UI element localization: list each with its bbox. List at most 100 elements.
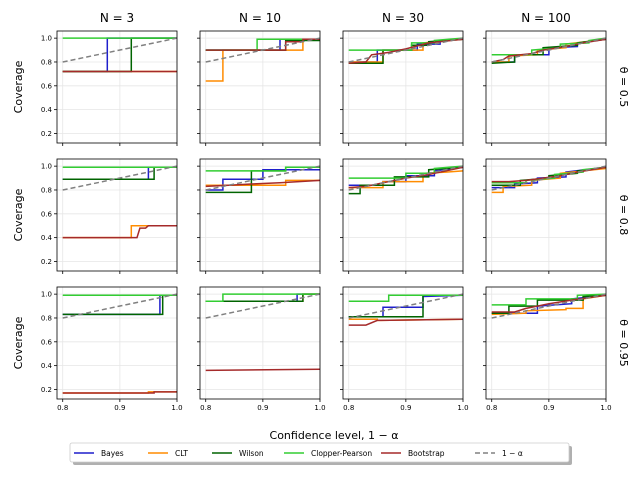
axes-frame (342, 158, 464, 272)
legend-label: Bootstrap (408, 449, 445, 458)
series-line-bootstrap (491, 166, 607, 183)
panel-r0-c0: 0.2 0.4 0.6 0.8 1.0 Coverage N = 3 (12, 11, 178, 146)
y-tick-label: 0.8 (41, 314, 52, 322)
y-tick-label: 0.4 (41, 234, 53, 242)
x-tick-label: 0.8 (486, 404, 497, 412)
x-tick-label: 0.8 (57, 404, 68, 412)
column-title: N = 3 (100, 11, 134, 25)
series-line-clt (348, 170, 464, 189)
axes-frame (485, 286, 607, 400)
row-label: θ = 0.5 (617, 67, 630, 107)
axes-frame (199, 286, 321, 400)
axes-frame (199, 158, 321, 272)
x-tick-label: 0.8 (200, 404, 211, 412)
series-line-- (491, 293, 607, 319)
panel-r0-c3: N = 100 θ = 0.5 (483, 11, 630, 146)
x-tick-label: 0.9 (400, 404, 411, 412)
legend-label: Wilson (239, 449, 264, 458)
axes-frame (56, 286, 178, 400)
series-line-- (62, 165, 178, 191)
column-title: N = 100 (521, 11, 571, 25)
series-line-- (348, 293, 464, 319)
y-tick-label: 0.4 (41, 362, 53, 370)
axes-frame (485, 30, 607, 144)
series-line-bootstrap (348, 318, 464, 326)
x-tick-label: 0.9 (543, 404, 554, 412)
y-axis-label: Coverage (12, 188, 25, 241)
y-tick-label: 0.8 (41, 186, 52, 194)
y-axis-label: Coverage (12, 316, 25, 369)
series-line-- (491, 37, 607, 63)
y-tick-label: 1.0 (41, 291, 52, 299)
series-line-- (205, 165, 321, 191)
panel-r1-c3: θ = 0.8 (483, 158, 630, 274)
x-axis-label: Confidence level, 1 − α (270, 429, 399, 442)
panel-r1-c1 (197, 158, 321, 274)
series-line-bootstrap (205, 179, 321, 188)
legend-label: Bayes (101, 449, 124, 458)
series-line-clopper-pearson (205, 166, 320, 172)
y-axis-label: Coverage (12, 60, 25, 113)
panel-r2-c3: 0.8 0.9 1.0 θ = 0.95 (483, 286, 630, 412)
row-label: θ = 0.8 (617, 195, 630, 235)
x-tick-label: 0.8 (343, 404, 354, 412)
y-tick-label: 0.8 (41, 58, 52, 66)
panel-r2-c2: 0.8 0.9 1.0 (340, 286, 469, 412)
column-title: N = 10 (239, 11, 281, 25)
legend-label: CLT (175, 449, 188, 458)
legend-box (69, 442, 570, 463)
x-tick-label: 1.0 (314, 404, 325, 412)
legend-label: Clopper-Pearson (311, 449, 372, 458)
panel-r0-c1: N = 10 (197, 11, 321, 146)
series-line-- (348, 165, 464, 191)
series-line-clopper-pearson (491, 293, 607, 306)
series-line-- (491, 165, 607, 191)
y-tick-label: 0.4 (41, 106, 53, 114)
series-line-- (205, 37, 321, 63)
series-line-- (348, 37, 464, 63)
axes-frame (199, 30, 321, 144)
series-line-bootstrap (62, 224, 177, 239)
y-tick-label: 0.2 (41, 258, 52, 266)
series-line-bootstrap (62, 391, 177, 394)
legend: Bayes CLT Wilson Clopper-Pearson Bootstrap 1 … (69, 442, 572, 465)
x-tick-label: 1.0 (171, 404, 182, 412)
panel-r0-c2: N = 30 (340, 11, 464, 146)
axes-frame (342, 30, 464, 144)
series-line-bootstrap (205, 368, 321, 372)
axes-frame (56, 30, 178, 144)
x-tick-label: 1.0 (457, 404, 468, 412)
series-line-bootstrap (491, 294, 607, 313)
series-line-clopper-pearson (348, 165, 464, 179)
series-line-clopper-pearson (205, 293, 320, 303)
series-line-bootstrap (205, 38, 320, 51)
y-tick-label: 0.6 (41, 82, 53, 90)
legend-label: 1 − α (502, 449, 523, 458)
panel-r2-c0: 0.2 0.4 0.6 0.8 1.0 Coverage 0.8 0.9 1.0 (12, 286, 183, 412)
axes-frame (485, 158, 607, 272)
series-line-- (205, 293, 321, 319)
series-line-bayes (205, 168, 320, 191)
axes-frame (342, 286, 464, 400)
y-tick-label: 1.0 (41, 163, 52, 171)
panel-r1-c2 (340, 158, 464, 274)
series-line-- (62, 293, 178, 319)
x-tick-label: 1.0 (600, 404, 611, 412)
series-line-bootstrap (348, 166, 464, 189)
panel-r2-c1: 0.8 0.9 1.0 (197, 286, 326, 412)
series-line-- (62, 37, 178, 63)
y-tick-label: 0.2 (41, 130, 52, 138)
y-tick-label: 0.6 (41, 210, 53, 218)
y-tick-label: 0.2 (41, 386, 52, 394)
y-tick-label: 0.6 (41, 338, 53, 346)
series-line-bootstrap (348, 38, 464, 64)
y-tick-label: 1.0 (41, 35, 52, 43)
row-label: θ = 0.95 (617, 319, 630, 366)
series-line-clopper-pearson (348, 294, 463, 303)
x-tick-label: 0.9 (114, 404, 125, 412)
column-title: N = 30 (382, 11, 424, 25)
x-tick-label: 0.9 (257, 404, 268, 412)
panel-r1-c0: 0.2 0.4 0.6 0.8 1.0 Coverage (12, 158, 178, 274)
axes-frame (56, 158, 178, 272)
